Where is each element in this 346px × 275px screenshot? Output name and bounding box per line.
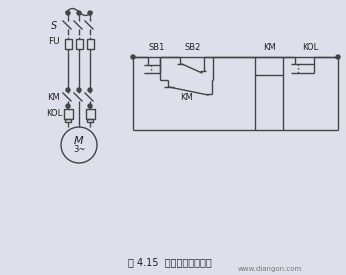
Circle shape — [77, 11, 81, 15]
Text: 图 4.15  连续运行控制线路: 图 4.15 连续运行控制线路 — [128, 257, 212, 267]
Bar — [255, 57, 283, 75]
Text: FU: FU — [48, 37, 60, 46]
Text: KOL: KOL — [302, 43, 319, 51]
Bar — [64, 39, 72, 49]
Bar — [65, 119, 71, 122]
Circle shape — [131, 55, 135, 59]
Text: KOL: KOL — [46, 109, 62, 119]
Bar — [64, 109, 73, 119]
Bar — [86, 39, 93, 49]
Text: M: M — [74, 136, 84, 146]
Text: SB1: SB1 — [148, 43, 165, 51]
Bar — [85, 109, 94, 119]
Circle shape — [88, 104, 92, 108]
Circle shape — [336, 55, 340, 59]
Circle shape — [66, 104, 70, 108]
Text: S: S — [51, 21, 57, 31]
Text: SB2: SB2 — [184, 43, 201, 51]
Circle shape — [88, 88, 92, 92]
Circle shape — [66, 11, 70, 15]
Circle shape — [88, 11, 92, 15]
Text: 3~: 3~ — [73, 145, 85, 155]
Text: www.diangon.com: www.diangon.com — [238, 266, 302, 272]
Circle shape — [66, 88, 70, 92]
Text: KM: KM — [48, 94, 60, 103]
Text: KM: KM — [263, 43, 275, 51]
Bar — [75, 39, 82, 49]
Text: KM: KM — [180, 92, 193, 101]
Bar — [87, 119, 93, 122]
Circle shape — [77, 88, 81, 92]
